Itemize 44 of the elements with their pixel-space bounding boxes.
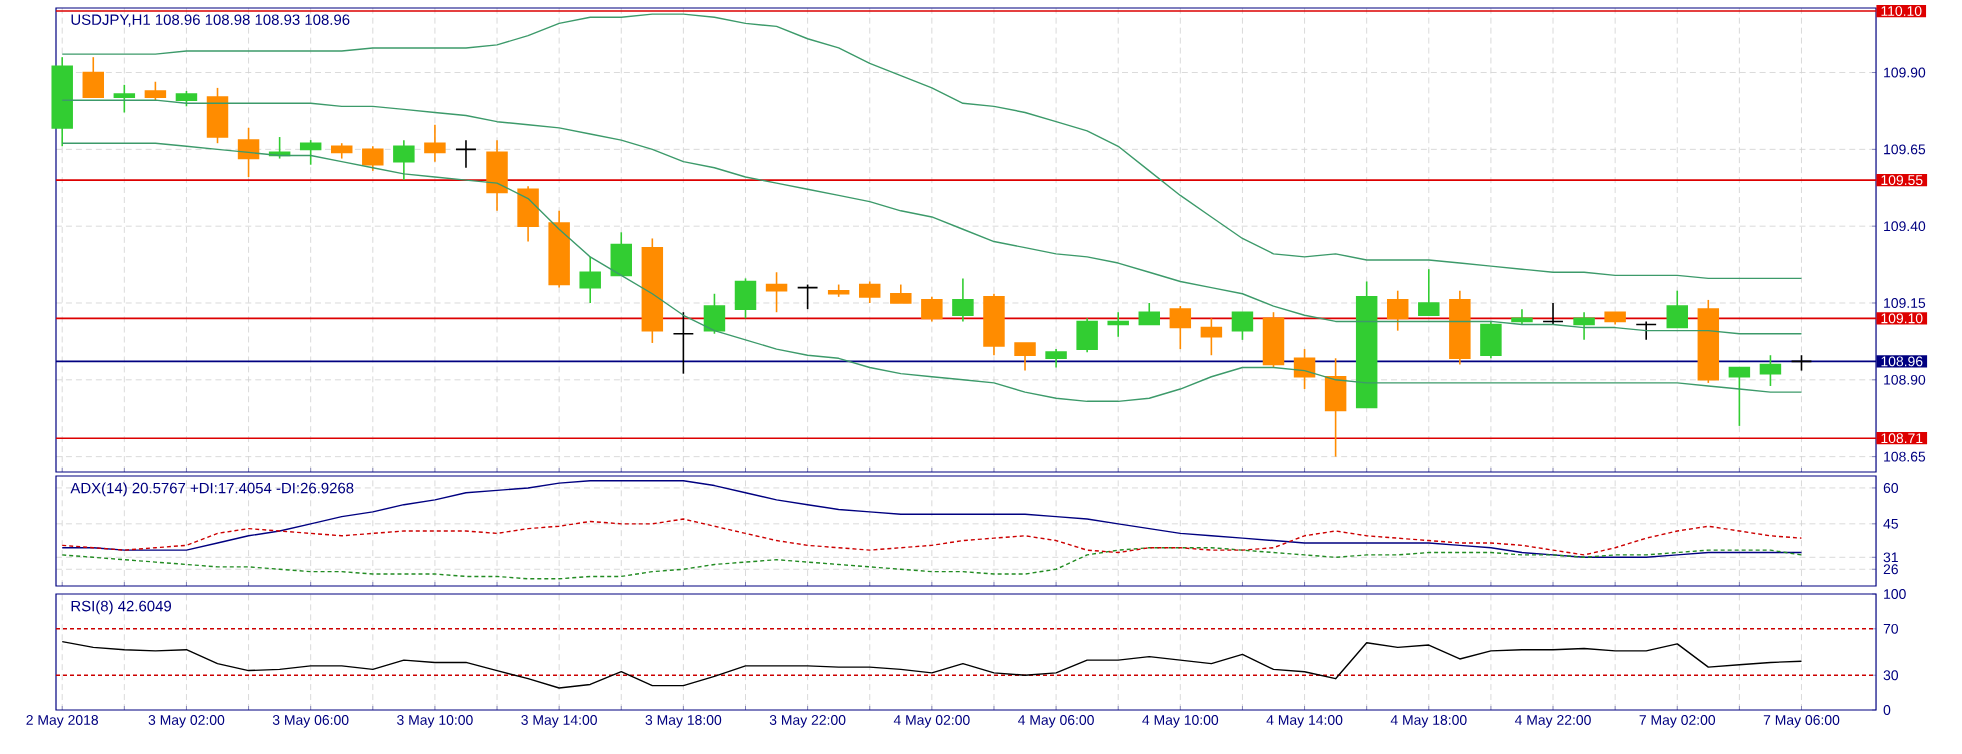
- candlestick: [796, 283, 819, 310]
- candlestick: [1076, 317, 1098, 353]
- candlestick: [424, 123, 446, 163]
- candlestick: [1138, 302, 1160, 326]
- candlestick: [82, 56, 105, 98]
- candlestick: [1511, 308, 1533, 326]
- candlestick: [1418, 268, 1440, 317]
- candlestick: [1169, 305, 1192, 350]
- candlestick: [1045, 348, 1067, 369]
- candlestick: [765, 271, 788, 314]
- candlestick: [921, 296, 943, 323]
- candlestick: [1324, 357, 1347, 458]
- candlestick: [952, 277, 974, 323]
- candlestick: [1386, 289, 1409, 332]
- candlestick: [1262, 311, 1285, 369]
- candlestick: [672, 311, 695, 375]
- candlestick: [1231, 311, 1254, 341]
- candlestick: [144, 80, 167, 101]
- candlestick: [1014, 342, 1036, 372]
- candlestick: [393, 139, 415, 181]
- candlestick: [237, 127, 260, 178]
- candlestick: [734, 277, 757, 320]
- candlestick: [579, 256, 601, 304]
- candlestick: [1666, 289, 1688, 329]
- candlestick: [703, 292, 726, 335]
- candlestick: [1573, 311, 1595, 341]
- candlestick: [859, 280, 881, 304]
- candlestick: [610, 231, 632, 277]
- candlestick: [1200, 317, 1223, 357]
- candlestick: [362, 145, 384, 172]
- candlestick: [1542, 302, 1564, 326]
- candlestick: [486, 139, 508, 212]
- candlestick: [1728, 366, 1751, 427]
- candlestick: [299, 139, 322, 166]
- candlestick: [455, 139, 477, 169]
- candlestick: [890, 283, 912, 304]
- candlestick: [517, 185, 539, 243]
- candlestick: [1635, 320, 1657, 341]
- candlestick: [113, 84, 136, 114]
- candlestick: [1107, 311, 1129, 338]
- candlestick: [1759, 354, 1782, 387]
- candlestick: [1480, 320, 1502, 360]
- candlestick: [206, 87, 229, 144]
- candlestick: [1293, 348, 1316, 390]
